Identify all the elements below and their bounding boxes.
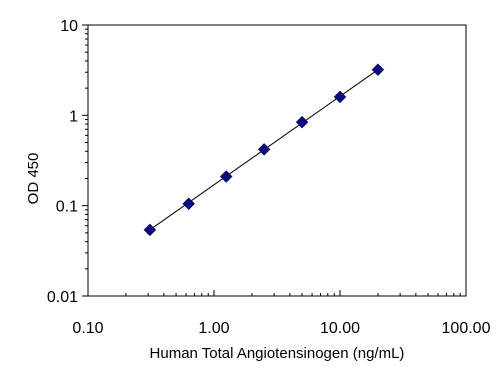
y-axis-label: OD 450 bbox=[25, 153, 42, 205]
x-axis-label: Human Total Angiotensinogen (ng/mL) bbox=[150, 345, 405, 362]
data-point-marker bbox=[257, 143, 271, 156]
x-tick-label: 0.10 bbox=[72, 320, 103, 337]
axes-group bbox=[82, 24, 467, 297]
x-tick-label: 100.00 bbox=[442, 320, 491, 337]
plot-frame bbox=[87, 24, 467, 297]
data-point-marker bbox=[371, 63, 385, 77]
data-points-group bbox=[143, 63, 385, 237]
data-point-marker bbox=[295, 115, 309, 129]
tick-labels-group: 0.01 0.1 1 10 0.10 1.00 10.00 100.00 bbox=[47, 18, 491, 337]
y-tick-label: 0.01 bbox=[47, 289, 78, 306]
data-point-marker bbox=[182, 197, 196, 211]
x-tick-label: 10.00 bbox=[320, 320, 360, 337]
data-point-marker bbox=[219, 170, 233, 183]
y-tick-label: 1 bbox=[69, 108, 78, 125]
y-tick-label: 0.1 bbox=[56, 199, 78, 216]
x-tick-label: 1.00 bbox=[198, 320, 229, 337]
data-point-marker bbox=[143, 223, 157, 237]
data-point-marker bbox=[333, 90, 347, 104]
y-tick-label: 10 bbox=[60, 18, 78, 35]
